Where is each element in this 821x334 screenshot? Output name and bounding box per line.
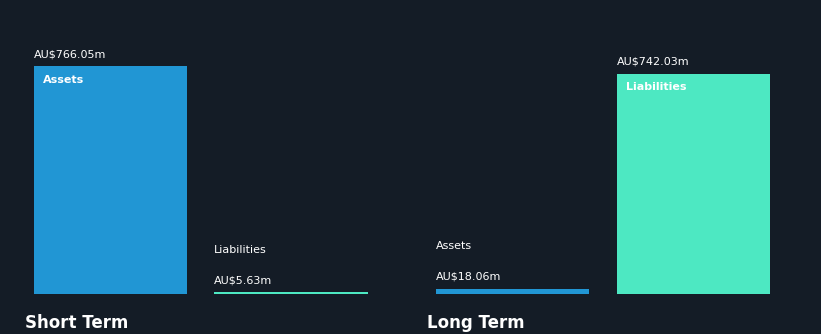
Text: Assets: Assets [43, 74, 84, 85]
Bar [436, 289, 589, 294]
Text: Long Term: Long Term [427, 314, 525, 332]
Text: AU$742.03m: AU$742.03m [617, 57, 689, 67]
Text: Assets: Assets [436, 241, 472, 251]
Bar [214, 292, 368, 294]
Text: AU$766.05m: AU$766.05m [34, 50, 106, 60]
Text: Short Term: Short Term [25, 314, 128, 332]
Text: Liabilities: Liabilities [626, 81, 686, 92]
Text: AU$18.06m: AU$18.06m [436, 272, 502, 282]
Text: AU$5.63m: AU$5.63m [214, 276, 273, 286]
Bar [617, 73, 770, 294]
Text: Liabilities: Liabilities [214, 245, 267, 255]
Bar [34, 66, 187, 294]
